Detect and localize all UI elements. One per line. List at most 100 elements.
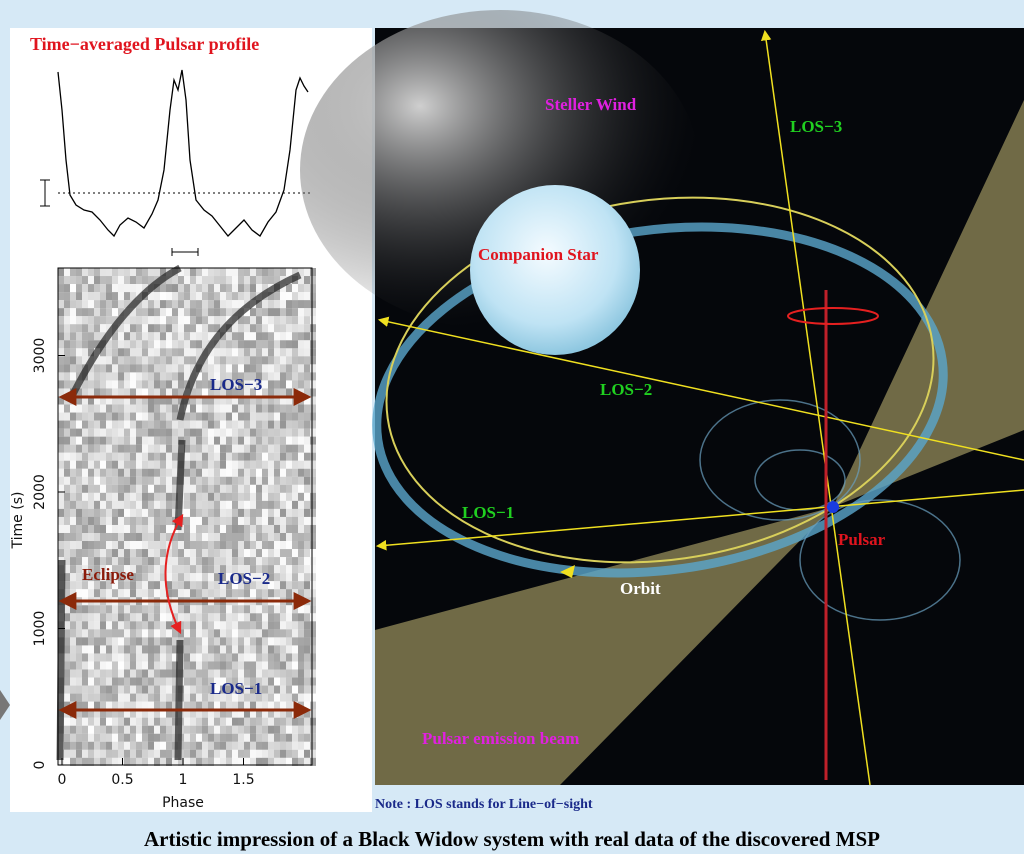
noise-cell	[292, 468, 298, 477]
noise-cell	[310, 589, 316, 598]
noise-cell	[304, 629, 310, 638]
noise-cell	[94, 589, 100, 598]
noise-cell	[298, 356, 304, 365]
noise-cell	[250, 693, 256, 702]
noise-cell	[298, 268, 304, 277]
noise-cell	[148, 460, 154, 469]
noise-cell	[148, 677, 154, 686]
noise-cell	[262, 444, 268, 453]
noise-cell	[94, 428, 100, 437]
noise-cell	[292, 388, 298, 397]
noise-cell	[166, 733, 172, 742]
noise-cell	[280, 717, 286, 726]
noise-cell	[262, 428, 268, 437]
noise-cell	[184, 420, 190, 429]
noise-cell	[76, 725, 82, 734]
noise-cell	[238, 645, 244, 654]
noise-cell	[70, 332, 76, 341]
noise-cell	[166, 388, 172, 397]
noise-cell	[304, 669, 310, 678]
noise-cell	[232, 725, 238, 734]
noise-cell	[82, 356, 88, 365]
noise-cell	[262, 524, 268, 534]
noise-cell	[64, 581, 70, 590]
noise-cell	[268, 733, 274, 742]
noise-cell	[304, 605, 310, 614]
noise-cell	[214, 428, 220, 437]
noise-cell	[250, 669, 256, 678]
noise-cell	[244, 324, 250, 333]
noise-cell	[274, 492, 280, 501]
noise-cell	[220, 733, 226, 742]
noise-cell	[154, 645, 160, 654]
noise-cell	[244, 484, 250, 493]
noise-cell	[112, 565, 118, 574]
noise-cell	[124, 524, 130, 534]
noise-cell	[154, 372, 160, 381]
noise-cell	[94, 292, 100, 301]
noise-cell	[100, 508, 106, 517]
noise-cell	[124, 669, 130, 678]
noise-cell	[100, 332, 106, 341]
noise-cell	[100, 468, 106, 477]
noise-cell	[100, 613, 106, 622]
noise-cell	[154, 653, 160, 662]
noise-cell	[94, 500, 100, 509]
noise-cell	[208, 476, 214, 485]
noise-cell	[160, 428, 166, 437]
noise-cell	[196, 348, 202, 357]
noise-cell	[184, 460, 190, 469]
noise-cell	[214, 581, 220, 590]
noise-cell	[292, 308, 298, 317]
noise-cell	[160, 677, 166, 686]
noise-cell	[124, 420, 130, 429]
noise-cell	[256, 645, 262, 654]
noise-cell	[292, 645, 298, 654]
noise-cell	[244, 436, 250, 445]
noise-cell	[88, 677, 94, 686]
noise-cell	[232, 524, 238, 534]
noise-cell	[238, 460, 244, 469]
noise-cell	[118, 348, 124, 357]
noise-cell	[304, 460, 310, 469]
noise-cell	[82, 589, 88, 598]
noise-cell	[172, 308, 178, 317]
noise-cell	[160, 508, 166, 517]
noise-cell	[184, 621, 190, 630]
noise-cell	[214, 324, 220, 333]
noise-cell	[262, 364, 268, 373]
noise-cell	[208, 460, 214, 469]
noise-cell	[100, 621, 106, 630]
noise-cell	[190, 677, 196, 686]
noise-cell	[310, 749, 316, 758]
noise-cell	[76, 541, 82, 550]
noise-cell	[214, 629, 220, 638]
noise-cell	[256, 741, 262, 750]
noise-cell	[286, 565, 292, 574]
noise-cell	[154, 589, 160, 598]
noise-cell	[76, 613, 82, 622]
noise-cell	[160, 364, 166, 373]
noise-cell	[190, 524, 196, 534]
noise-cell	[286, 468, 292, 477]
noise-cell	[94, 452, 100, 461]
noise-cell	[112, 428, 118, 437]
noise-cell	[304, 508, 310, 517]
noise-cell	[280, 428, 286, 437]
noise-cell	[238, 605, 244, 614]
noise-cell	[244, 476, 250, 485]
noise-cell	[124, 741, 130, 750]
noise-cell	[214, 637, 220, 646]
noise-cell	[148, 492, 154, 501]
noise-cell	[160, 653, 166, 662]
noise-cell	[178, 380, 184, 389]
noise-cell	[76, 653, 82, 662]
noise-cell	[280, 420, 286, 429]
noise-cell	[214, 460, 220, 469]
noise-cell	[208, 741, 214, 750]
noise-cell	[244, 749, 250, 758]
noise-cell	[178, 428, 184, 437]
noise-cell	[280, 565, 286, 574]
noise-cell	[262, 340, 268, 349]
noise-cell	[106, 629, 112, 638]
